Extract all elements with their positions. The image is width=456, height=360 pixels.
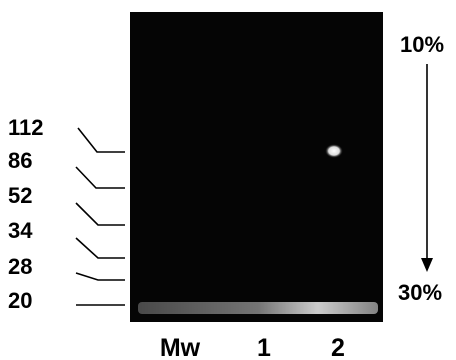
marker-label: 20 — [8, 288, 32, 313]
marker-label: 52 — [8, 183, 32, 208]
gel — [130, 12, 383, 322]
gradient-arrow — [421, 64, 433, 272]
gel-band — [138, 302, 378, 314]
marker-leaders — [76, 128, 125, 305]
lane-label: Mw — [160, 334, 201, 360]
marker-label: 28 — [8, 254, 32, 279]
lane-label: 2 — [331, 334, 345, 360]
gel-spot — [325, 144, 343, 158]
marker-label: 86 — [8, 148, 32, 173]
gradient-bottom: 30% — [398, 280, 442, 305]
marker-label: 112 — [8, 115, 44, 140]
gradient-top: 10% — [400, 32, 444, 57]
marker-label: 34 — [8, 218, 33, 243]
gel-figure: 112 86 52 34 28 20 Mw 1 2 10% 30% — [0, 0, 456, 360]
lane-label: 1 — [257, 334, 271, 360]
